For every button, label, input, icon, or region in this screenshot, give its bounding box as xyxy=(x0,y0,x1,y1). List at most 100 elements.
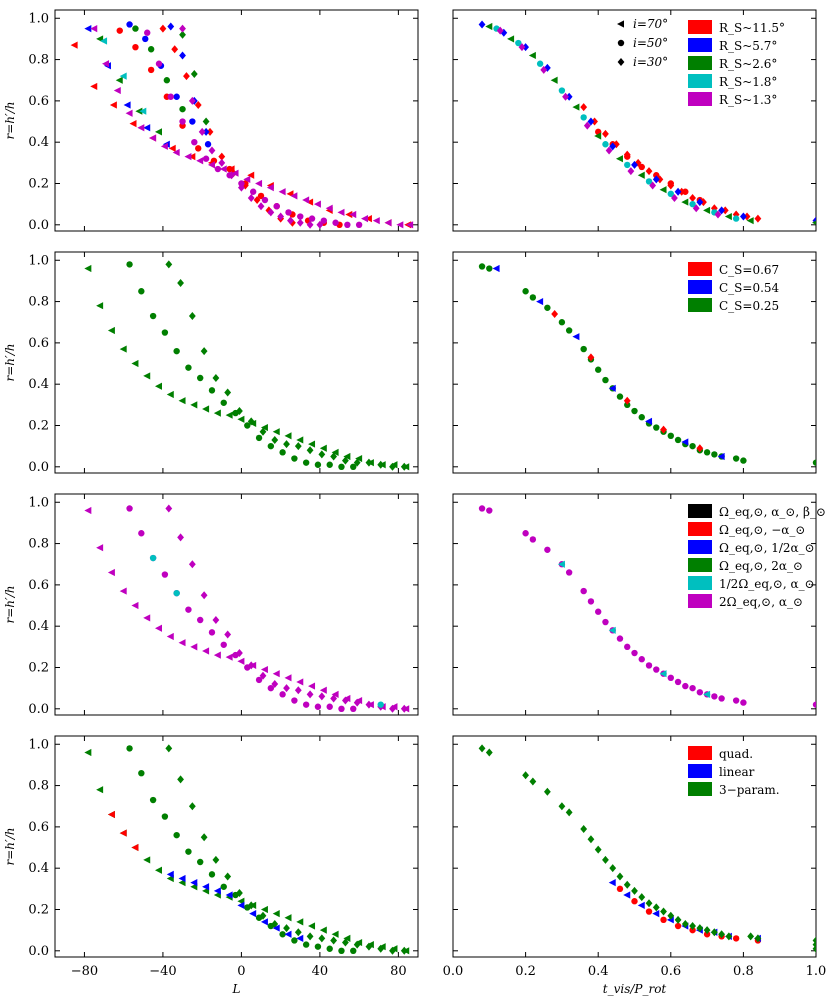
data-point xyxy=(143,614,151,622)
data-point xyxy=(165,260,173,269)
data-point xyxy=(208,146,216,155)
data-point xyxy=(703,931,711,938)
data-point xyxy=(624,643,631,651)
data-point xyxy=(732,697,740,704)
data-point xyxy=(260,423,268,432)
data-point xyxy=(159,24,167,33)
data-point xyxy=(210,157,218,164)
data-point xyxy=(213,887,221,895)
data-point xyxy=(696,198,704,207)
data-point xyxy=(565,92,573,101)
data-point xyxy=(190,643,198,651)
data-point xyxy=(267,684,275,692)
legend-label: R_S~11.5° xyxy=(719,21,785,35)
data-point xyxy=(296,436,304,444)
marker-legend-label: i=70° xyxy=(633,17,668,31)
legend-label: Ω_eq,⊙, 1/2α_⊙ xyxy=(719,541,815,555)
data-point xyxy=(255,179,263,188)
data-point xyxy=(400,704,408,713)
data-point xyxy=(255,676,263,684)
y-tick-label: 0.8 xyxy=(28,295,49,310)
data-point xyxy=(631,886,638,895)
panel-right-row2: C_S=0.67 C_S=0.54 C_S=0.25 xyxy=(452,251,817,474)
data-point xyxy=(365,942,373,951)
data-point xyxy=(746,217,754,225)
data-point xyxy=(638,163,645,171)
data-point xyxy=(496,26,504,35)
legend-label: quad. xyxy=(719,747,753,761)
data-point xyxy=(674,187,682,196)
data-point xyxy=(236,888,243,897)
data-point xyxy=(331,930,339,938)
data-point xyxy=(279,449,286,456)
data-point xyxy=(682,188,689,195)
data-point xyxy=(350,463,357,471)
data-point xyxy=(294,928,302,937)
data-point xyxy=(718,930,726,939)
data-point xyxy=(331,690,339,698)
data-point xyxy=(195,145,202,152)
data-point xyxy=(342,456,349,465)
data-point xyxy=(645,908,653,915)
data-point xyxy=(518,43,526,52)
data-point xyxy=(179,51,186,60)
data-point xyxy=(478,505,486,512)
data-point xyxy=(284,914,292,922)
data-point xyxy=(725,932,733,941)
data-point xyxy=(724,212,732,221)
data-point xyxy=(353,458,361,467)
legend-swatch xyxy=(688,92,712,106)
plot-area xyxy=(478,263,816,466)
data-point xyxy=(208,629,216,636)
data-point xyxy=(188,153,196,161)
data-point xyxy=(314,943,322,950)
data-point xyxy=(528,51,536,60)
data-point xyxy=(126,505,133,512)
legend-swatch xyxy=(688,262,712,276)
data-point xyxy=(529,777,537,786)
data-point xyxy=(129,119,137,128)
data-point xyxy=(325,204,333,212)
legend: R_S~11.5° R_S~5.7° R_S~2.6° R_S~1.8° R_S~1.3… xyxy=(688,20,785,107)
data-point xyxy=(236,407,243,416)
data-point xyxy=(372,217,380,225)
y-tick-label: 0.0 xyxy=(28,218,49,233)
data-point xyxy=(314,703,322,710)
data-point xyxy=(330,694,338,703)
data-point xyxy=(674,922,682,930)
data-point xyxy=(308,922,316,930)
data-point xyxy=(188,312,196,321)
data-point xyxy=(557,560,565,568)
y-tick-label: 0.4 xyxy=(28,861,49,876)
legend: C_S=0.67 C_S=0.54 C_S=0.25 xyxy=(688,262,780,313)
data-point xyxy=(96,544,104,552)
data-point xyxy=(167,93,174,100)
data-point xyxy=(237,657,245,665)
data-point xyxy=(302,941,310,948)
data-point xyxy=(594,132,602,140)
data-point xyxy=(681,438,689,446)
data-point xyxy=(155,60,163,67)
data-point xyxy=(313,200,321,208)
data-point xyxy=(202,405,210,413)
data-point xyxy=(147,46,155,53)
data-point xyxy=(492,264,500,273)
y-tick-label: 0.6 xyxy=(28,336,49,351)
legend: Ω_eq,⊙, α_⊙, β_⊙ Ω_eq,⊙, −α_⊙ Ω_eq,⊙, 1/2α… xyxy=(688,504,826,609)
data-point xyxy=(319,926,327,934)
data-point xyxy=(279,691,286,698)
data-point xyxy=(196,157,204,165)
data-point xyxy=(754,934,762,943)
data-point xyxy=(173,589,180,597)
legend-label: C_S=0.25 xyxy=(719,299,779,313)
data-point xyxy=(225,411,233,419)
data-point xyxy=(623,880,631,889)
data-point xyxy=(287,216,294,225)
data-point xyxy=(558,802,566,811)
data-point xyxy=(565,808,573,817)
data-point xyxy=(272,910,280,918)
data-point xyxy=(219,165,227,173)
data-point xyxy=(116,27,123,34)
data-point xyxy=(177,278,184,287)
